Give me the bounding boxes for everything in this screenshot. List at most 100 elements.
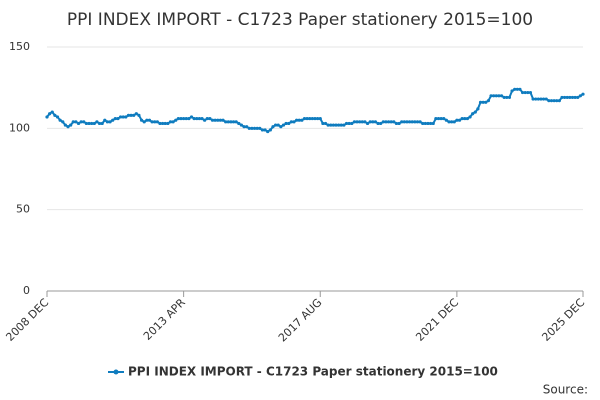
legend-marker xyxy=(113,369,119,375)
point xyxy=(226,120,230,124)
point xyxy=(126,113,131,117)
point xyxy=(465,116,469,121)
point xyxy=(381,120,385,124)
point xyxy=(347,121,351,126)
point xyxy=(318,116,322,121)
point xyxy=(111,118,115,122)
point xyxy=(316,116,320,121)
point xyxy=(118,115,123,119)
point xyxy=(231,120,236,124)
point xyxy=(145,118,149,122)
point xyxy=(539,97,543,101)
point xyxy=(421,121,425,126)
point xyxy=(76,121,81,126)
point xyxy=(266,129,270,134)
legend-label: PPI INDEX IMPORT - C1723 Paper stationer… xyxy=(128,365,498,379)
point xyxy=(308,116,312,121)
point xyxy=(528,90,533,95)
point xyxy=(263,128,267,132)
point xyxy=(187,116,191,121)
point xyxy=(392,120,396,124)
point xyxy=(413,120,417,124)
point xyxy=(105,120,110,124)
point xyxy=(581,92,585,96)
point xyxy=(252,126,257,130)
point xyxy=(476,107,480,111)
point xyxy=(260,128,265,132)
point xyxy=(460,116,464,121)
point xyxy=(331,123,335,127)
point xyxy=(229,120,233,124)
point xyxy=(113,116,117,121)
point xyxy=(116,116,120,121)
point xyxy=(276,123,280,127)
point xyxy=(90,121,94,126)
point xyxy=(520,90,525,95)
x-tick-label: 2008 DEC xyxy=(3,296,51,344)
point xyxy=(439,116,443,121)
point xyxy=(192,116,196,121)
point xyxy=(63,123,67,127)
point xyxy=(444,118,448,122)
point xyxy=(405,120,409,124)
point xyxy=(221,118,225,122)
point xyxy=(442,116,446,121)
point xyxy=(179,116,183,121)
point xyxy=(203,118,207,122)
point xyxy=(171,120,175,124)
point xyxy=(205,116,209,121)
point xyxy=(121,115,125,119)
point xyxy=(69,123,73,127)
point xyxy=(576,95,580,100)
y-tick-label: 50 xyxy=(16,203,30,216)
point xyxy=(139,118,144,122)
point xyxy=(505,95,509,100)
point xyxy=(518,87,522,91)
point xyxy=(189,115,194,119)
point xyxy=(323,121,328,126)
point xyxy=(578,94,582,98)
point xyxy=(300,118,304,122)
point xyxy=(426,121,430,126)
point xyxy=(153,120,157,124)
point xyxy=(365,121,370,126)
point xyxy=(48,112,52,116)
point xyxy=(155,120,159,124)
point xyxy=(161,121,165,126)
point xyxy=(124,115,128,119)
point xyxy=(103,118,107,122)
x-tick-label: 2013 APR xyxy=(141,296,188,343)
point xyxy=(552,99,556,103)
point xyxy=(284,121,288,126)
point xyxy=(389,120,393,124)
point xyxy=(523,90,527,95)
point xyxy=(376,121,380,126)
point xyxy=(258,126,262,130)
point xyxy=(513,87,517,91)
point xyxy=(237,121,241,126)
point xyxy=(168,120,173,124)
point xyxy=(489,94,493,98)
point xyxy=(471,112,475,116)
point xyxy=(271,125,275,129)
point xyxy=(129,113,133,117)
point xyxy=(82,120,86,124)
point xyxy=(363,120,367,124)
chart-title: PPI INDEX IMPORT - C1723 Paper stationer… xyxy=(67,10,533,30)
point xyxy=(239,123,244,127)
point xyxy=(355,120,359,124)
point xyxy=(463,116,467,121)
point xyxy=(158,121,162,126)
point xyxy=(234,120,238,124)
point xyxy=(549,99,554,103)
point xyxy=(339,123,343,127)
point xyxy=(515,87,519,91)
point xyxy=(97,121,102,126)
point xyxy=(373,120,378,124)
point xyxy=(352,120,357,124)
point xyxy=(429,121,433,126)
point xyxy=(334,123,338,127)
point xyxy=(434,116,438,121)
point xyxy=(481,100,485,104)
point xyxy=(268,128,272,132)
